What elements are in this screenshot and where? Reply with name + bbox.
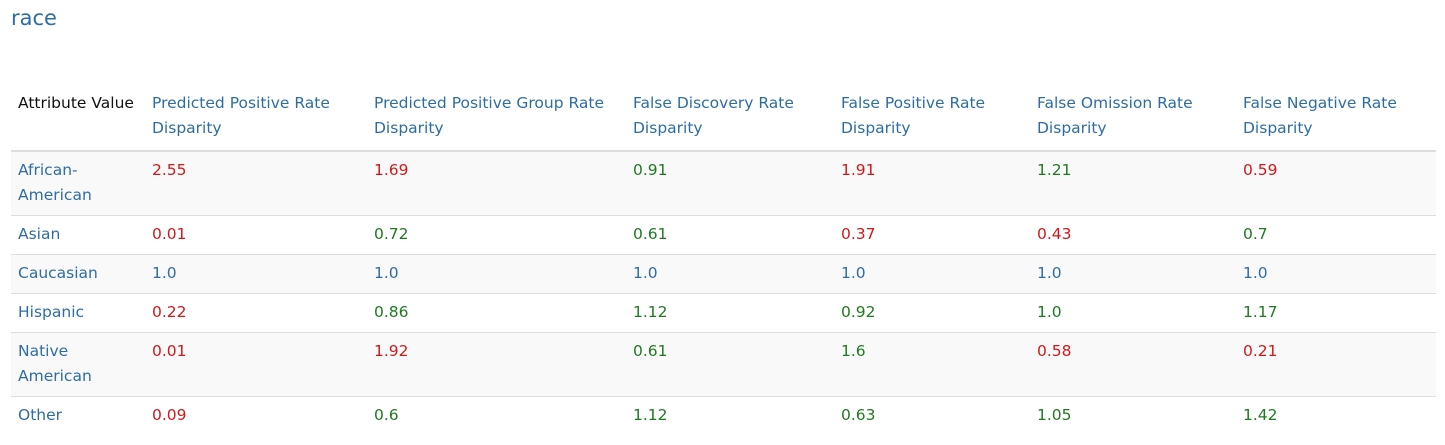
disparity-table: Attribute Value Predicted Positive Rate … — [11, 86, 1436, 435]
fdr-disparity-cell: 0.61 — [626, 215, 834, 255]
fpr-disparity-cell: 0.63 — [834, 396, 1030, 435]
fdr-disparity-cell: 1.12 — [626, 396, 834, 435]
for-disparity-cell: 1.05 — [1030, 396, 1236, 435]
fnr-disparity-cell: 1.42 — [1236, 396, 1436, 435]
fdr-disparity-cell: 0.91 — [626, 150, 834, 216]
fpr-disparity-cell: 0.37 — [834, 215, 1030, 255]
fnr-disparity-cell: 1.0 — [1236, 254, 1436, 294]
fnr-disparity-cell: 0.59 — [1236, 150, 1436, 216]
pprev-disparity-cell: 1.0 — [367, 254, 626, 294]
column-header-fpr-disparity[interactable]: False Positive Rate Disparity — [834, 86, 1030, 152]
fdr-disparity-cell: 1.12 — [626, 293, 834, 333]
fnr-disparity-cell: 1.17 — [1236, 293, 1436, 333]
fdr-disparity-cell: 0.61 — [626, 332, 834, 397]
header-row: Attribute Value Predicted Positive Rate … — [11, 86, 1436, 152]
table-row: Caucasian 1.0 1.0 1.0 1.0 1.0 1.0 — [11, 254, 1436, 294]
attribute-value-cell[interactable]: Caucasian — [11, 254, 145, 294]
column-header-ppr-disparity[interactable]: Predicted Positive Rate Disparity — [145, 86, 367, 152]
fpr-disparity-cell: 1.0 — [834, 254, 1030, 294]
attribute-value-cell[interactable]: Native American — [11, 332, 145, 397]
attribute-value-cell[interactable]: Other — [11, 396, 145, 435]
table-row: Hispanic 0.22 0.86 1.12 0.92 1.0 1.17 — [11, 293, 1436, 333]
column-header-pprev-disparity[interactable]: Predicted Positive Group Rate Disparity — [367, 86, 626, 152]
ppr-disparity-cell: 0.01 — [145, 332, 367, 397]
attribute-value-cell[interactable]: Asian — [11, 215, 145, 255]
column-header-attribute-value: Attribute Value — [11, 86, 145, 152]
fpr-disparity-cell: 1.91 — [834, 150, 1030, 216]
fdr-disparity-cell: 1.0 — [626, 254, 834, 294]
for-disparity-cell: 0.43 — [1030, 215, 1236, 255]
fnr-disparity-cell: 0.21 — [1236, 332, 1436, 397]
table-row: Native American 0.01 1.92 0.61 1.6 0.58 … — [11, 332, 1436, 397]
for-disparity-cell: 1.21 — [1030, 150, 1236, 216]
pprev-disparity-cell: 1.92 — [367, 332, 626, 397]
table-row: Other 0.09 0.6 1.12 0.63 1.05 1.42 — [11, 396, 1436, 435]
for-disparity-cell: 1.0 — [1030, 254, 1236, 294]
for-disparity-cell: 0.58 — [1030, 332, 1236, 397]
ppr-disparity-cell: 0.09 — [145, 396, 367, 435]
pprev-disparity-cell: 0.86 — [367, 293, 626, 333]
attribute-value-cell[interactable]: African-American — [11, 150, 145, 216]
for-disparity-cell: 1.0 — [1030, 293, 1236, 333]
ppr-disparity-cell: 0.22 — [145, 293, 367, 333]
attribute-value-cell[interactable]: Hispanic — [11, 293, 145, 333]
fpr-disparity-cell: 1.6 — [834, 332, 1030, 397]
pprev-disparity-cell: 0.72 — [367, 215, 626, 255]
section-title: race — [11, 6, 57, 30]
pprev-disparity-cell: 0.6 — [367, 396, 626, 435]
table-row: Asian 0.01 0.72 0.61 0.37 0.43 0.7 — [11, 215, 1436, 255]
fpr-disparity-cell: 0.92 — [834, 293, 1030, 333]
column-header-fnr-disparity[interactable]: False Negative Rate Disparity — [1236, 86, 1436, 152]
table-row: African-American 2.55 1.69 0.91 1.91 1.2… — [11, 150, 1436, 216]
ppr-disparity-cell: 1.0 — [145, 254, 367, 294]
ppr-disparity-cell: 0.01 — [145, 215, 367, 255]
fnr-disparity-cell: 0.7 — [1236, 215, 1436, 255]
ppr-disparity-cell: 2.55 — [145, 150, 367, 216]
pprev-disparity-cell: 1.69 — [367, 150, 626, 216]
column-header-fdr-disparity[interactable]: False Discovery Rate Disparity — [626, 86, 834, 152]
column-header-for-disparity[interactable]: False Omission Rate Disparity — [1030, 86, 1236, 152]
